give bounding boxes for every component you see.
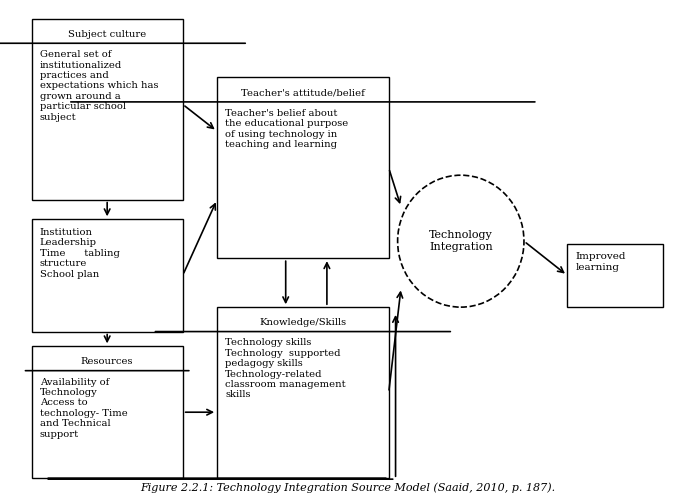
FancyBboxPatch shape: [32, 346, 183, 478]
FancyBboxPatch shape: [217, 307, 389, 478]
Text: Technology
Integration: Technology Integration: [429, 231, 493, 252]
Text: Technology skills
Technology  supported
pedagogy skills
Technology-related
class: Technology skills Technology supported p…: [225, 338, 346, 400]
Text: Institution
Leadership
Time      tabling
structure
School plan: Institution Leadership Time tabling stru…: [40, 228, 120, 279]
Text: Resources: Resources: [81, 357, 133, 366]
FancyBboxPatch shape: [217, 78, 389, 258]
Text: Improved
learning: Improved learning: [575, 252, 626, 272]
Text: Teacher's attitude/belief: Teacher's attitude/belief: [241, 88, 365, 97]
Ellipse shape: [398, 175, 524, 307]
Text: Knowledge/Skills: Knowledge/Skills: [259, 318, 346, 327]
Text: Figure 2.2.1: Technology Integration Source Model (Saaid, 2010, p. 187).: Figure 2.2.1: Technology Integration Sou…: [140, 482, 555, 493]
Text: General set of
institutionalized
practices and
expectations which has
grown arou: General set of institutionalized practic…: [40, 50, 158, 121]
Text: Teacher's belief about
the educational purpose
of using technology in
teaching a: Teacher's belief about the educational p…: [225, 109, 348, 149]
FancyBboxPatch shape: [32, 219, 183, 331]
FancyBboxPatch shape: [567, 244, 663, 307]
Text: Availability of
Technology
Access to
technology- Time
and Technical
support: Availability of Technology Access to tec…: [40, 378, 128, 438]
Text: Subject culture: Subject culture: [68, 30, 146, 39]
FancyBboxPatch shape: [32, 19, 183, 200]
